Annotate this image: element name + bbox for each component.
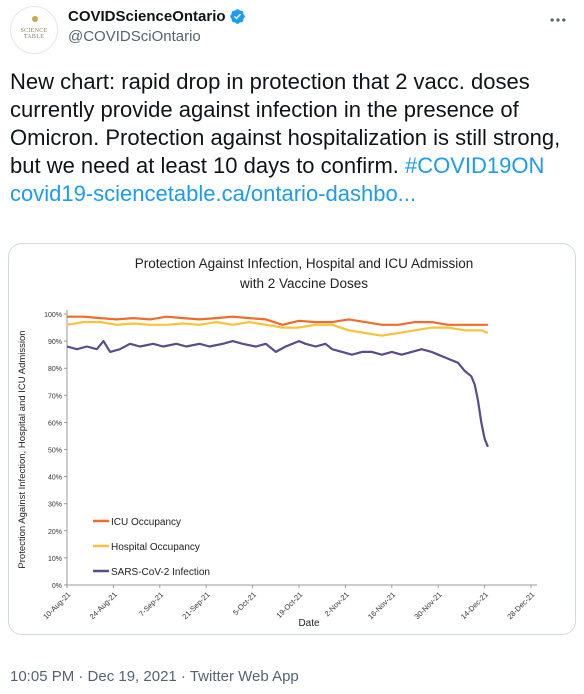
chart-title-line2: with 2 Vaccine Doses <box>239 276 368 291</box>
x-axis-label: Date <box>298 618 320 629</box>
y-tick-label: 60% <box>48 420 62 427</box>
x-tick-label: 16-Nov-21 <box>366 590 397 621</box>
more-options-icon[interactable] <box>546 8 570 32</box>
y-tick-label: 80% <box>48 366 62 373</box>
logo-icon <box>32 16 38 22</box>
y-tick-label: 100% <box>44 312 62 319</box>
verified-badge-icon <box>229 9 245 24</box>
x-tick-label: 21-Sep-21 <box>180 590 211 621</box>
tweet-text: New chart: rapid drop in protection that… <box>10 68 570 208</box>
display-name[interactable]: COVIDScienceOntario <box>68 8 226 25</box>
x-tick-label: 30-Nov-21 <box>412 590 443 621</box>
x-tick-label: 2-Nov-21 <box>323 590 351 618</box>
legend-label: Hospital Occupancy <box>111 542 200 553</box>
legend-label: ICU Occupancy <box>111 517 181 528</box>
x-tick-label: 14-Dec-21 <box>459 590 490 621</box>
x-tick-label: 10-Aug-21 <box>41 590 72 621</box>
x-tick-label: 19-Oct-21 <box>274 590 304 620</box>
x-tick-label: 7-Sep-21 <box>137 590 165 618</box>
avatar-text: SCIENCE TABLE <box>20 28 48 40</box>
y-axis-label: Protection Against Infection, Hospital a… <box>17 330 28 568</box>
y-tick-label: 30% <box>48 502 62 509</box>
tweet-header: SCIENCE TABLE COVIDScienceOntario @COVID… <box>10 6 574 54</box>
y-tick-label: 20% <box>48 529 62 536</box>
y-tick-label: 50% <box>48 448 62 455</box>
y-tick-label: 90% <box>48 339 62 346</box>
line-chart: Protection Against Infection, Hospital a… <box>17 256 537 629</box>
tweet-timestamp[interactable]: 10:05 PM · Dec 19, 2021 · Twitter Web Ap… <box>10 668 299 685</box>
series-line <box>66 339 489 448</box>
tweet-body: New chart: rapid drop in protection that… <box>10 69 561 178</box>
y-tick-label: 40% <box>48 475 62 482</box>
hashtag-link[interactable]: #COVID19ON <box>405 153 545 178</box>
avatar[interactable]: SCIENCE TABLE <box>10 6 58 54</box>
x-tick-label: 24-Aug-21 <box>88 590 119 621</box>
x-tick-label: 28-Dec-21 <box>505 590 536 621</box>
chart-title-line1: Protection Against Infection, Hospital a… <box>135 256 473 271</box>
y-tick-label: 70% <box>48 393 62 400</box>
series-line <box>67 315 488 326</box>
series-line <box>66 320 489 337</box>
author-info: COVIDScienceOntario @COVIDSciOntario <box>68 8 246 45</box>
url-link[interactable]: covid19-sciencetable.ca/ontario-dashbo..… <box>10 181 417 206</box>
chart-image[interactable]: Protection Against Infection, Hospital a… <box>8 243 576 635</box>
legend-label: SARS-CoV-2 Infection <box>111 567 210 578</box>
y-tick-label: 10% <box>48 556 62 563</box>
x-tick-label: 5-Oct-21 <box>231 590 258 617</box>
handle[interactable]: @COVIDSciOntario <box>68 28 201 45</box>
y-tick-label: 0% <box>52 583 62 590</box>
